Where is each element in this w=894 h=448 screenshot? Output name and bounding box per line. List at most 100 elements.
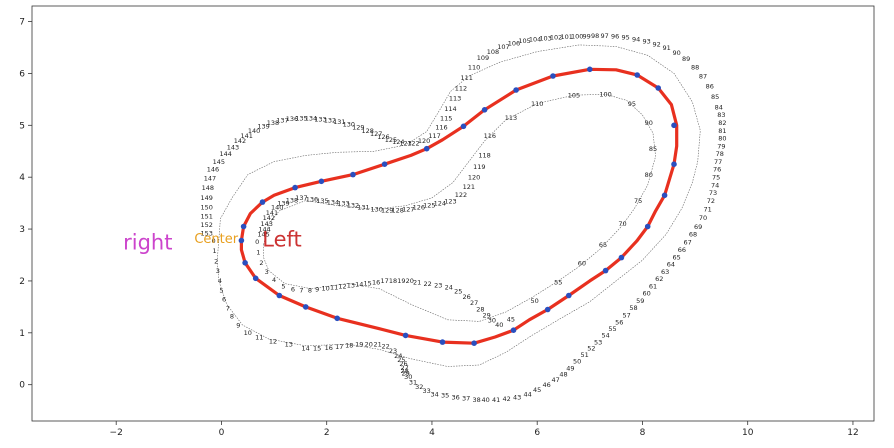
annotation-center: Center (194, 232, 238, 247)
outer-waypoint-label: 20 (365, 341, 373, 349)
outer-waypoint-label: 127 (370, 130, 382, 138)
outer-waypoint-label: 122 (407, 139, 419, 147)
y-tick-label: 0 (19, 381, 25, 391)
inner-waypoint-label: 5 (281, 282, 285, 290)
inner-waypoint-label: 0 (255, 238, 259, 246)
inner-waypoint-label: 139 (277, 199, 289, 207)
outer-waypoint-label: 24 (394, 352, 402, 360)
outer-waypoint-label: 33 (423, 387, 431, 395)
waypoint-marker (242, 260, 248, 266)
outer-waypoint-label: 1 (213, 247, 217, 255)
outer-waypoint-label: 64 (667, 261, 675, 269)
outer-waypoint-label: 43 (513, 393, 521, 401)
outer-waypoint-label: 5 (219, 287, 223, 295)
inner-waypoint-label: 140 (271, 204, 283, 212)
outer-waypoint-label: 19 (355, 341, 363, 349)
outer-waypoint-label: 42 (503, 395, 511, 403)
waypoint-marker (550, 73, 556, 79)
outer-waypoint-label: 21 (374, 341, 382, 349)
inner-waypoint-label: 14 (355, 280, 363, 288)
outer-waypoint-label: 132 (324, 116, 336, 124)
outer-waypoint-label: 149 (200, 194, 212, 202)
inner-waypoint-label: 19 (397, 277, 405, 285)
outer-waypoint-label: 151 (200, 212, 212, 220)
inner-waypoint-label: 10 (321, 285, 329, 293)
outer-waypoint-label: 38 (473, 396, 481, 404)
outer-waypoint-label: 60 (643, 290, 651, 298)
outer-waypoint-label: 111 (460, 74, 472, 82)
inner-waypoint-label: 132 (347, 202, 359, 210)
outer-waypoint-label: 116 (435, 124, 447, 132)
outer-waypoint-label: 94 (632, 36, 640, 44)
outer-waypoint-label: 30 (404, 373, 412, 381)
waypoint-marker (423, 145, 430, 152)
outer-waypoint-label: 107 (497, 43, 509, 51)
waypoint-marker (252, 275, 259, 282)
inner-waypoint-label: 1 (256, 249, 260, 257)
outer-waypoint-label: 145 (213, 158, 225, 166)
outer-waypoint-label: 13 (285, 341, 293, 349)
outer-waypoint-label: 139 (257, 123, 269, 131)
outer-waypoint-label: 102 (550, 33, 562, 41)
outer-waypoint-label: 108 (487, 48, 499, 56)
waypoint-marker (471, 340, 477, 347)
outer-waypoint-label: 9 (236, 321, 240, 329)
inner-waypoint-label: 7 (299, 287, 303, 295)
outer-waypoint-label: 103 (539, 35, 551, 43)
waypoint-marker (671, 122, 677, 129)
outer-waypoint-label: 133 (314, 115, 326, 123)
outer-waypoint-label: 59 (636, 297, 644, 305)
waypoint-marker (566, 292, 572, 299)
annotation-right: right (123, 231, 172, 255)
outer-waypoint-label: 84 (715, 104, 723, 112)
outer-waypoint-label: 104 (529, 36, 541, 44)
inner-waypoint-label: 141 (266, 209, 278, 217)
waypoint-marker (513, 87, 519, 93)
outer-waypoint-label: 74 (711, 181, 719, 189)
outer-waypoint-label: 23 (389, 347, 397, 355)
outer-waypoint-label: 147 (204, 175, 216, 183)
outer-waypoint-label: 3 (216, 267, 220, 275)
inner-waypoint-label: 29 (483, 312, 491, 320)
waypoint-marker (276, 292, 283, 299)
inner-waypoint-label: 110 (531, 100, 543, 108)
outer-waypoint-label: 7 (226, 305, 230, 313)
waypoint-marker (259, 199, 266, 205)
outer-waypoint-label: 68 (689, 231, 697, 239)
inner-waypoint-label: 142 (263, 214, 275, 222)
outer-waypoint-label: 106 (508, 40, 520, 48)
inner-waypoint-label: 130 (370, 206, 382, 214)
outer-waypoint-label: 14 (302, 345, 310, 353)
outer-waypoint-label: 138 (267, 119, 279, 127)
waypoint-marker (671, 161, 677, 167)
outer-waypoint-label: 50 (573, 358, 581, 366)
outer-waypoint-label: 92 (653, 41, 661, 49)
outer-waypoint-label: 86 (706, 83, 714, 91)
outer-waypoint-label: 144 (219, 150, 231, 158)
inner-waypoint-label: 120 (468, 174, 480, 182)
waypoint-marker (644, 223, 651, 230)
inner-waypoint-label: 136 (306, 195, 318, 203)
inner-waypoint-label: 24 (445, 284, 453, 292)
inner-waypoint-label: 28 (476, 305, 484, 313)
outer-waypoint-label: 31 (409, 378, 417, 386)
outer-waypoint-label: 114 (444, 105, 456, 113)
waypoint-marker (292, 184, 298, 191)
outer-waypoint-label: 83 (717, 111, 725, 119)
inner-waypoint-label: 137 (295, 194, 307, 202)
outer-waypoint-label: 66 (678, 246, 686, 254)
waypoint-marker (587, 66, 593, 73)
outer-waypoint-label: 37 (462, 395, 470, 403)
outer-waypoint-label: 81 (718, 127, 726, 135)
inner-waypoint-label: 116 (484, 132, 496, 140)
outer-waypoint-label: 77 (714, 158, 722, 166)
x-tick-label: 8 (640, 428, 646, 438)
outer-waypoint-label: 44 (524, 390, 532, 398)
annotation-left: Left (262, 228, 302, 252)
inner-waypoint-label: 138 (286, 196, 298, 204)
outer-waypoint-label: 2 (214, 258, 218, 266)
outer-waypoint-label: 99 (583, 32, 591, 40)
waypoint-marker (350, 171, 356, 178)
inner-waypoint-label: 25 (454, 288, 462, 296)
